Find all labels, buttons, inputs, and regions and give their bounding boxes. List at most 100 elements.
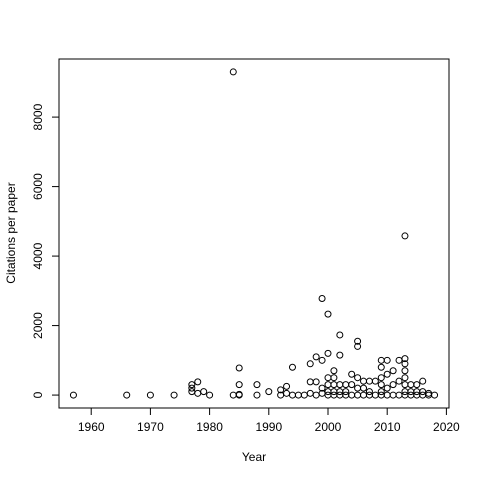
point: [324, 349, 332, 357]
point: [312, 353, 320, 361]
point: [336, 331, 344, 339]
point: [200, 388, 208, 396]
point: [330, 381, 338, 389]
point: [395, 356, 403, 364]
point: [383, 384, 391, 392]
x-tick-label: 1980: [196, 420, 223, 434]
point: [300, 391, 308, 399]
point: [188, 384, 196, 392]
point: [395, 391, 403, 399]
y-tick-label: 6000: [31, 173, 45, 200]
point: [283, 382, 291, 390]
point: [123, 391, 131, 399]
point: [146, 391, 154, 399]
plot-box: [58, 58, 450, 409]
point: [377, 381, 385, 389]
y-tick-label: 8000: [31, 103, 45, 130]
y-tick-label: 0: [31, 391, 45, 398]
point: [235, 364, 243, 372]
point: [318, 294, 326, 302]
point: [401, 374, 409, 382]
point: [206, 391, 214, 399]
point: [342, 381, 350, 389]
point: [342, 388, 350, 396]
point: [413, 381, 421, 389]
point: [407, 381, 415, 389]
point: [354, 391, 362, 399]
point: [383, 391, 391, 399]
point: [348, 391, 356, 399]
point: [354, 337, 362, 345]
y-tick-label: 2000: [31, 312, 45, 339]
point: [288, 391, 296, 399]
point: [360, 384, 368, 392]
point: [389, 381, 397, 389]
point: [377, 388, 385, 396]
point: [336, 351, 344, 359]
point: [419, 377, 427, 385]
point: [318, 356, 326, 364]
point: [277, 386, 285, 394]
point: [312, 378, 320, 386]
point: [253, 391, 261, 399]
point: [383, 370, 391, 378]
x-tick-label: 1990: [255, 420, 282, 434]
point: [377, 374, 385, 382]
x-tick-label: 1960: [78, 420, 105, 434]
point: [401, 355, 409, 363]
point: [389, 391, 397, 399]
point: [318, 384, 326, 392]
x-tick-label: 1970: [137, 420, 164, 434]
y-tick-label: 4000: [31, 242, 45, 269]
point: [69, 391, 77, 399]
point: [354, 342, 362, 350]
point: [401, 360, 409, 368]
point: [235, 391, 243, 399]
point: [371, 391, 379, 399]
point: [330, 367, 338, 375]
x-tick-label: 2020: [433, 420, 460, 434]
point: [253, 381, 261, 389]
point: [265, 388, 273, 396]
x-axis-label: Year: [242, 450, 266, 464]
point: [336, 381, 344, 389]
point: [383, 356, 391, 364]
point: [365, 377, 373, 385]
point: [401, 232, 409, 240]
point: [354, 374, 362, 382]
point: [324, 374, 332, 382]
y-axis-label: Citations per paper: [4, 182, 18, 283]
point: [401, 381, 409, 389]
point: [288, 363, 296, 371]
point: [431, 391, 439, 399]
point: [360, 377, 368, 385]
point: [377, 363, 385, 371]
point: [188, 381, 196, 389]
point: [235, 381, 243, 389]
point: [330, 374, 338, 382]
point: [294, 391, 302, 399]
point: [348, 370, 356, 378]
point: [360, 391, 368, 399]
point: [194, 389, 202, 397]
point: [365, 388, 373, 396]
point: [170, 391, 178, 399]
point: [229, 68, 237, 76]
point: [312, 391, 320, 399]
point: [194, 378, 202, 386]
x-tick-label: 2000: [315, 420, 342, 434]
point: [401, 367, 409, 375]
point: [306, 378, 314, 386]
point: [348, 381, 356, 389]
point: [283, 389, 291, 397]
point: [306, 389, 314, 397]
point: [354, 384, 362, 392]
point: [306, 360, 314, 368]
x-tick-label: 2010: [374, 420, 401, 434]
point: [395, 377, 403, 385]
point: [324, 381, 332, 389]
point: [324, 310, 332, 318]
point: [389, 367, 397, 375]
point: [371, 377, 379, 385]
